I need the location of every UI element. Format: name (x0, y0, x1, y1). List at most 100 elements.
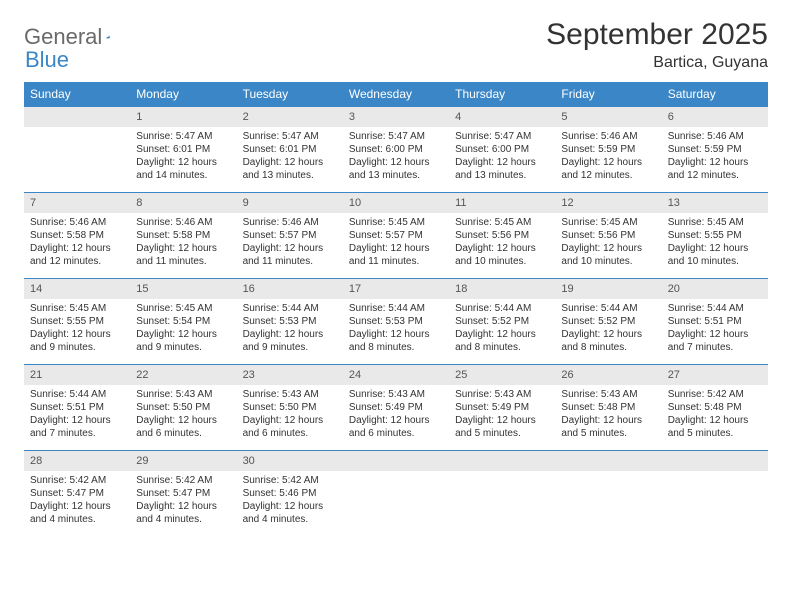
day-content (555, 471, 661, 478)
daylight-line: Daylight: 12 hours and 6 minutes. (243, 414, 337, 440)
day-content: Sunrise: 5:46 AMSunset: 5:58 PMDaylight:… (24, 213, 130, 272)
daylight-line: Daylight: 12 hours and 10 minutes. (668, 242, 762, 268)
sunrise-line: Sunrise: 5:47 AM (455, 130, 549, 143)
day-number (343, 451, 449, 471)
daylight-line: Daylight: 12 hours and 9 minutes. (30, 328, 124, 354)
sunrise-line: Sunrise: 5:44 AM (243, 302, 337, 315)
sunrise-line: Sunrise: 5:44 AM (30, 388, 124, 401)
day-number: 28 (24, 451, 130, 471)
day-cell: 11Sunrise: 5:45 AMSunset: 5:56 PMDayligh… (449, 193, 555, 279)
day-number: 5 (555, 107, 661, 127)
week-row: 1Sunrise: 5:47 AMSunset: 6:01 PMDaylight… (24, 107, 768, 193)
day-content: Sunrise: 5:45 AMSunset: 5:56 PMDaylight:… (449, 213, 555, 272)
title-block: September 2025 Bartica, Guyana (546, 18, 768, 72)
day-cell (662, 451, 768, 537)
day-number: 25 (449, 365, 555, 385)
day-cell: 12Sunrise: 5:45 AMSunset: 5:56 PMDayligh… (555, 193, 661, 279)
daylight-line: Daylight: 12 hours and 6 minutes. (136, 414, 230, 440)
day-cell: 19Sunrise: 5:44 AMSunset: 5:52 PMDayligh… (555, 279, 661, 365)
day-number (449, 451, 555, 471)
sunset-line: Sunset: 5:51 PM (30, 401, 124, 414)
daylight-line: Daylight: 12 hours and 13 minutes. (455, 156, 549, 182)
brand-logo: General (24, 18, 130, 50)
sunset-line: Sunset: 5:54 PM (136, 315, 230, 328)
sunset-line: Sunset: 6:00 PM (349, 143, 443, 156)
day-content: Sunrise: 5:46 AMSunset: 5:57 PMDaylight:… (237, 213, 343, 272)
sunset-line: Sunset: 5:55 PM (30, 315, 124, 328)
daylight-line: Daylight: 12 hours and 4 minutes. (136, 500, 230, 526)
sunrise-line: Sunrise: 5:45 AM (455, 216, 549, 229)
sunset-line: Sunset: 5:52 PM (455, 315, 549, 328)
day-content: Sunrise: 5:43 AMSunset: 5:49 PMDaylight:… (449, 385, 555, 444)
day-cell: 26Sunrise: 5:43 AMSunset: 5:48 PMDayligh… (555, 365, 661, 451)
daylight-line: Daylight: 12 hours and 5 minutes. (561, 414, 655, 440)
day-number: 22 (130, 365, 236, 385)
sunset-line: Sunset: 5:52 PM (561, 315, 655, 328)
day-content: Sunrise: 5:43 AMSunset: 5:50 PMDaylight:… (237, 385, 343, 444)
week-row: 7Sunrise: 5:46 AMSunset: 5:58 PMDaylight… (24, 193, 768, 279)
sunset-line: Sunset: 5:57 PM (349, 229, 443, 242)
daylight-line: Daylight: 12 hours and 13 minutes. (349, 156, 443, 182)
day-number (555, 451, 661, 471)
day-content: Sunrise: 5:43 AMSunset: 5:48 PMDaylight:… (555, 385, 661, 444)
day-number: 30 (237, 451, 343, 471)
sunrise-line: Sunrise: 5:43 AM (455, 388, 549, 401)
day-cell: 18Sunrise: 5:44 AMSunset: 5:52 PMDayligh… (449, 279, 555, 365)
day-cell: 28Sunrise: 5:42 AMSunset: 5:47 PMDayligh… (24, 451, 130, 537)
day-cell: 27Sunrise: 5:42 AMSunset: 5:48 PMDayligh… (662, 365, 768, 451)
day-number: 23 (237, 365, 343, 385)
day-cell: 29Sunrise: 5:42 AMSunset: 5:47 PMDayligh… (130, 451, 236, 537)
daylight-line: Daylight: 12 hours and 14 minutes. (136, 156, 230, 182)
sunrise-line: Sunrise: 5:45 AM (668, 216, 762, 229)
day-number: 2 (237, 107, 343, 127)
sunrise-line: Sunrise: 5:42 AM (136, 474, 230, 487)
day-cell: 7Sunrise: 5:46 AMSunset: 5:58 PMDaylight… (24, 193, 130, 279)
month-title: September 2025 (546, 18, 768, 52)
weekday-header: Sunday (24, 82, 130, 107)
daylight-line: Daylight: 12 hours and 7 minutes. (668, 328, 762, 354)
day-number: 17 (343, 279, 449, 299)
day-cell: 22Sunrise: 5:43 AMSunset: 5:50 PMDayligh… (130, 365, 236, 451)
day-number: 19 (555, 279, 661, 299)
daylight-line: Daylight: 12 hours and 9 minutes. (243, 328, 337, 354)
day-number: 10 (343, 193, 449, 213)
sunrise-line: Sunrise: 5:45 AM (561, 216, 655, 229)
day-number: 3 (343, 107, 449, 127)
day-number: 9 (237, 193, 343, 213)
sunset-line: Sunset: 5:55 PM (668, 229, 762, 242)
day-content: Sunrise: 5:45 AMSunset: 5:56 PMDaylight:… (555, 213, 661, 272)
daylight-line: Daylight: 12 hours and 4 minutes. (30, 500, 124, 526)
sunset-line: Sunset: 5:58 PM (30, 229, 124, 242)
sunset-line: Sunset: 5:56 PM (561, 229, 655, 242)
sunset-line: Sunset: 5:53 PM (243, 315, 337, 328)
day-content: Sunrise: 5:44 AMSunset: 5:53 PMDaylight:… (237, 299, 343, 358)
day-cell: 10Sunrise: 5:45 AMSunset: 5:57 PMDayligh… (343, 193, 449, 279)
day-content: Sunrise: 5:43 AMSunset: 5:50 PMDaylight:… (130, 385, 236, 444)
daylight-line: Daylight: 12 hours and 7 minutes. (30, 414, 124, 440)
day-content: Sunrise: 5:45 AMSunset: 5:55 PMDaylight:… (24, 299, 130, 358)
day-content: Sunrise: 5:47 AMSunset: 6:00 PMDaylight:… (343, 127, 449, 186)
daylight-line: Daylight: 12 hours and 12 minutes. (30, 242, 124, 268)
day-number: 21 (24, 365, 130, 385)
daylight-line: Daylight: 12 hours and 12 minutes. (561, 156, 655, 182)
day-cell: 21 Sunrise: 5:44 AMSunset: 5:51 PMDayligh… (24, 365, 130, 451)
day-number: 18 (449, 279, 555, 299)
day-cell: 20Sunrise: 5:44 AMSunset: 5:51 PMDayligh… (662, 279, 768, 365)
sunset-line: Sunset: 5:50 PM (136, 401, 230, 414)
daylight-line: Daylight: 12 hours and 11 minutes. (243, 242, 337, 268)
sunrise-line: Sunrise: 5:42 AM (668, 388, 762, 401)
sunrise-line: Sunrise: 5:46 AM (243, 216, 337, 229)
sunset-line: Sunset: 5:51 PM (668, 315, 762, 328)
calendar-body: 1Sunrise: 5:47 AMSunset: 6:01 PMDaylight… (24, 107, 768, 537)
page-header: General September 2025 Bartica, Guyana (24, 18, 768, 72)
location-label: Bartica, Guyana (546, 54, 768, 72)
day-number: 12 (555, 193, 661, 213)
sunset-line: Sunset: 6:01 PM (136, 143, 230, 156)
day-cell: 3Sunrise: 5:47 AMSunset: 6:00 PMDaylight… (343, 107, 449, 193)
sunrise-line: Sunrise: 5:45 AM (136, 302, 230, 315)
daylight-line: Daylight: 12 hours and 12 minutes. (668, 156, 762, 182)
daylight-line: Daylight: 12 hours and 8 minutes. (349, 328, 443, 354)
day-cell: 23Sunrise: 5:43 AMSunset: 5:50 PMDayligh… (237, 365, 343, 451)
daylight-line: Daylight: 12 hours and 11 minutes. (349, 242, 443, 268)
day-cell (449, 451, 555, 537)
